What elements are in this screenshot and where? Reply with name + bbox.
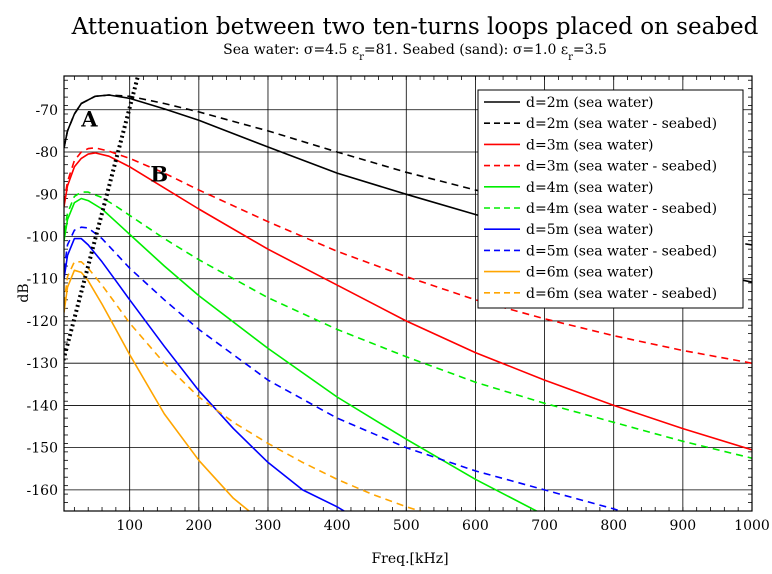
- series-line-2: [64, 94, 752, 246]
- legend-label: d=6m (sea water - seabed): [526, 286, 717, 302]
- y-tick-label: -140: [27, 398, 58, 414]
- boundary-dotted-line: [64, 76, 140, 366]
- plot-frame: [63, 75, 753, 512]
- y-tick-label: -110: [27, 272, 58, 288]
- series-line-8: [64, 226, 621, 511]
- legend-label: d=4m (sea water - seabed): [526, 201, 717, 217]
- legend-label: d=4m (sea water): [526, 180, 653, 196]
- subtitle-part-1: Sea water: σ=4.5 ε: [223, 42, 359, 58]
- y-tick-label: -100: [27, 229, 58, 245]
- legend-label: d=3m (sea water - seabed): [526, 159, 717, 175]
- grid: [64, 76, 753, 511]
- legend-label: d=2m (sea water): [526, 95, 653, 111]
- subtitle-subscript-2: r: [568, 52, 573, 63]
- axis-ticks: 100 200 300 400 500 600 700 800 900 1000 -70 -80 -90…: [27, 76, 770, 534]
- x-tick-label: 900: [669, 518, 696, 534]
- series-lines: [64, 94, 752, 511]
- y-tick-label: -90: [35, 187, 58, 203]
- annotations: AB: [80, 107, 168, 187]
- chart-subtitle: Sea water: σ=4.5 εr=81. Seabed (sand): σ…: [223, 42, 607, 63]
- x-tick-label: 300: [255, 518, 282, 534]
- y-tick-label: -150: [27, 441, 58, 457]
- series-line-3: [64, 152, 752, 451]
- x-tick-label: 1000: [734, 518, 770, 534]
- x-tick-label: 200: [185, 518, 212, 534]
- legend-label: d=5m (sea water): [526, 222, 653, 238]
- legend-label: d=3m (sea water): [526, 137, 653, 153]
- chart-title: Attenuation between two ten-turns loops …: [71, 14, 759, 40]
- annotation-label-b: B: [150, 162, 168, 187]
- y-axis-label: dB: [16, 283, 32, 302]
- legend-label: d=5m (sea water - seabed): [526, 243, 717, 259]
- x-axis-label: Freq.[kHz]: [371, 551, 448, 567]
- x-tick-label: 800: [600, 518, 627, 534]
- x-tick-label: 700: [531, 518, 558, 534]
- y-tick-label: -120: [27, 314, 58, 330]
- series-line-7: [64, 237, 346, 511]
- annotation-label-a: A: [80, 107, 98, 132]
- subtitle-part-2: =81. Seabed (sand): σ=1.0 ε: [364, 42, 568, 58]
- series-line-4: [64, 147, 752, 364]
- y-tick-label: -80: [35, 145, 58, 161]
- series-line-10: [64, 260, 423, 511]
- series-line-5: [64, 197, 539, 511]
- x-tick-label: 600: [462, 518, 489, 534]
- series-line-9: [64, 269, 251, 511]
- subtitle-part-3: =3.5: [573, 42, 607, 58]
- x-tick-label: 100: [116, 518, 143, 534]
- y-tick-label: -70: [35, 103, 58, 119]
- x-tick-label: 400: [324, 518, 351, 534]
- series-line-6: [64, 191, 752, 459]
- legend: d=2m (sea water) d=2m (sea water - seabed…: [477, 89, 744, 309]
- y-tick-label: -130: [27, 356, 58, 372]
- x-tick-label: 500: [393, 518, 420, 534]
- legend-label: d=2m (sea water - seabed): [526, 116, 717, 132]
- boundary-line-group: [64, 76, 140, 366]
- legend-box: [477, 89, 744, 309]
- legend-label: d=6m (sea water): [526, 265, 653, 281]
- y-tick-label: -160: [27, 483, 58, 499]
- subtitle-subscript-1: r: [359, 52, 364, 63]
